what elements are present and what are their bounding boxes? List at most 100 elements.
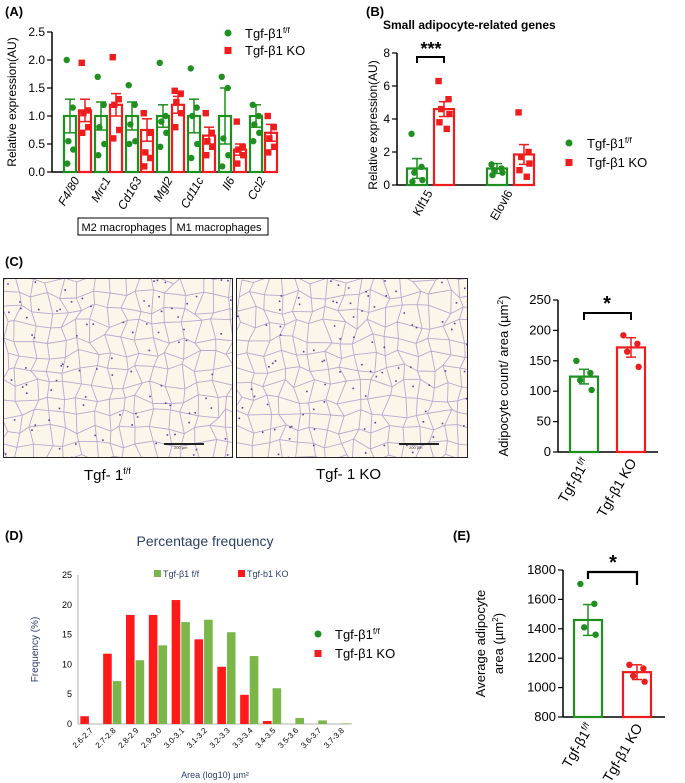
chart-b-x-tick-label: Elovl6: [487, 187, 516, 223]
histology-caption-wildtype: Tgf- 1f/f: [84, 466, 131, 484]
chart-e-wt-point: [577, 580, 584, 588]
chart-c-significance-bracket: [583, 312, 632, 320]
chart-e-y-axis-tick-label: 1000: [527, 680, 556, 695]
chart-b-y-axis-tick-label: 4: [383, 112, 390, 126]
chart-d-bar-ko: [217, 666, 226, 724]
chart-a-ko-point: [141, 163, 148, 170]
chart-b-y-axis-tick-label: 2: [383, 145, 390, 159]
chart-c-ko-point: [635, 363, 642, 371]
chart-a-y-axis-tick-label: 1.5: [28, 81, 45, 95]
chart-a-ko-point: [178, 110, 185, 117]
chart-e-x-tick-label: Tgf-β1f/f: [559, 720, 597, 770]
chart-c-x-tick-label: Tgf-β1 KO: [593, 455, 639, 519]
scale-bar: [164, 443, 204, 445]
chart-a-wt-point: [218, 73, 225, 80]
chart-a-ko-point: [240, 152, 247, 159]
chart-a-ko-point: [266, 135, 273, 142]
chart-d-legend2-label: Tgf-β1f/f: [335, 626, 381, 642]
chart-d-y-label: Frequency (%): [30, 617, 41, 683]
chart-a-wt-point: [96, 124, 103, 131]
chart-c-x-tick-label: Tgf-β1f/f: [555, 455, 593, 505]
chart-c-wt-point: [573, 357, 580, 364]
chart-d-x-tick-label: 2.8-2.9: [117, 726, 141, 750]
chart-d-x-tick-label: 3.2-3.3: [208, 726, 232, 750]
chart-e-significance-label: *: [609, 552, 617, 574]
chart-e-significance-bracket: [586, 570, 639, 585]
chart-b-ko-point: [525, 148, 532, 156]
chart-b-ko-point: [518, 153, 525, 161]
chart-d-x-tick-label: 2.9-3.0: [139, 726, 163, 750]
chart-b-wt-point: [418, 163, 425, 171]
panel-label-d: (D): [5, 528, 24, 543]
chart-c-y-label: Adipocyte count/ area (µm2): [495, 295, 511, 456]
chart-a-wt-point: [187, 65, 194, 72]
chart-c-y-axis-tick-label: 250: [529, 292, 551, 307]
chart-b-wt-point: [411, 169, 418, 176]
chart-e-y-label: Average adipocyte: [473, 590, 488, 697]
chart-d-x-tick-label: 3.6-3.7: [299, 726, 323, 750]
chart-b-ko-point: [446, 110, 453, 118]
chart-b-ko-point: [516, 166, 523, 174]
chart-d-bar-wt: [249, 656, 259, 724]
cell-membrane-mesh: [4, 279, 232, 457]
chart-b-ko-point: [523, 173, 530, 180]
chart-c-y-axis-tick-label: 150: [529, 353, 551, 368]
chart-a-wt-point: [219, 163, 226, 170]
chart-e-ko-point: [626, 661, 633, 669]
chart-d-x-tick-label: 3.4-3.5: [254, 726, 278, 750]
chart-a-ko-point: [111, 101, 118, 108]
chart-b-significance-label: ***: [420, 39, 441, 59]
chart-d-bar-ko: [125, 614, 135, 724]
histology-caption-knockout: Tgf- 1 KO: [316, 466, 382, 483]
chart-a-ko-point: [78, 59, 85, 66]
chart-d-bar-wt: [112, 681, 122, 724]
chart-a-wt-point: [63, 56, 70, 64]
chart-d-x-tick-label: 3.0-3.1: [162, 726, 186, 750]
chart-b-wt-point: [499, 169, 506, 176]
chart-a-ko-point: [177, 90, 184, 97]
chart-d-y-tick-label: 15: [62, 630, 72, 640]
chart-e-y-label: area (µm2): [490, 613, 506, 674]
chart-d-x-tick-label: 3.1-3.2: [185, 726, 209, 750]
chart-a-wt-point: [163, 129, 170, 136]
chart-e-y-axis-tick-label: 800: [534, 709, 556, 724]
chart-d-bar-ko: [194, 639, 204, 724]
chart-d-bar-ko: [240, 694, 249, 724]
chart-b-y-axis-tick-label: 0: [383, 178, 390, 192]
panel-label-c: (C): [5, 254, 24, 269]
chart-a-ko-point: [233, 118, 240, 125]
chart-c-y-axis-tick-label: 200: [529, 322, 551, 337]
chart-a-wt-point: [188, 154, 195, 162]
chart-a-x-tick-label: F4/80: [55, 174, 83, 208]
chart-d-bar-wt: [272, 688, 282, 724]
chart-a-y-axis-tick-label: 1.0: [28, 109, 45, 123]
chart-d-y-tick-label: 5: [67, 689, 72, 699]
chart-b-y-axis-tick-label: 8: [383, 46, 390, 60]
chart-d-legend-marker: [238, 570, 245, 577]
chart-c-wt-point: [576, 377, 584, 384]
chart-a-ko-point: [234, 160, 241, 167]
chart-d-x-tick-label: 2.6-2.7: [71, 726, 95, 750]
scale-bar: [399, 443, 439, 445]
chart-a-wt-point: [224, 84, 231, 92]
chart-a-ko-point: [235, 146, 242, 153]
chart-d-x-tick-label: 3.3-3.4: [231, 726, 255, 750]
chart-c-y-axis-tick-label: 100: [529, 383, 551, 398]
chart-a-wt-point: [65, 138, 72, 145]
chart-a-ko-point: [204, 138, 211, 145]
chart-b-small-adipocyte-genes: Small adipocyte-related genes 0 2 4 6 8Relati…: [366, 18, 647, 223]
chart-a-wt-point: [95, 152, 102, 159]
chart-a-wt-point: [64, 160, 71, 167]
chart-d-bar-ko: [262, 721, 272, 724]
chart-e-ko-point: [641, 678, 648, 685]
chart-a-wt-point: [220, 135, 227, 142]
chart-d-bar-wt: [135, 660, 145, 724]
chart-a-wt-point: [193, 104, 200, 111]
chart-b-wt-point: [419, 176, 426, 184]
chart-a-group-box: [77, 217, 269, 236]
chart-a-wt-point: [94, 73, 101, 80]
chart-d-bar-ko: [103, 653, 112, 724]
chart-d-bar-ko: [148, 614, 158, 724]
chart-a-ko-point: [142, 149, 149, 156]
chart-d-legend-marker: [154, 570, 161, 577]
